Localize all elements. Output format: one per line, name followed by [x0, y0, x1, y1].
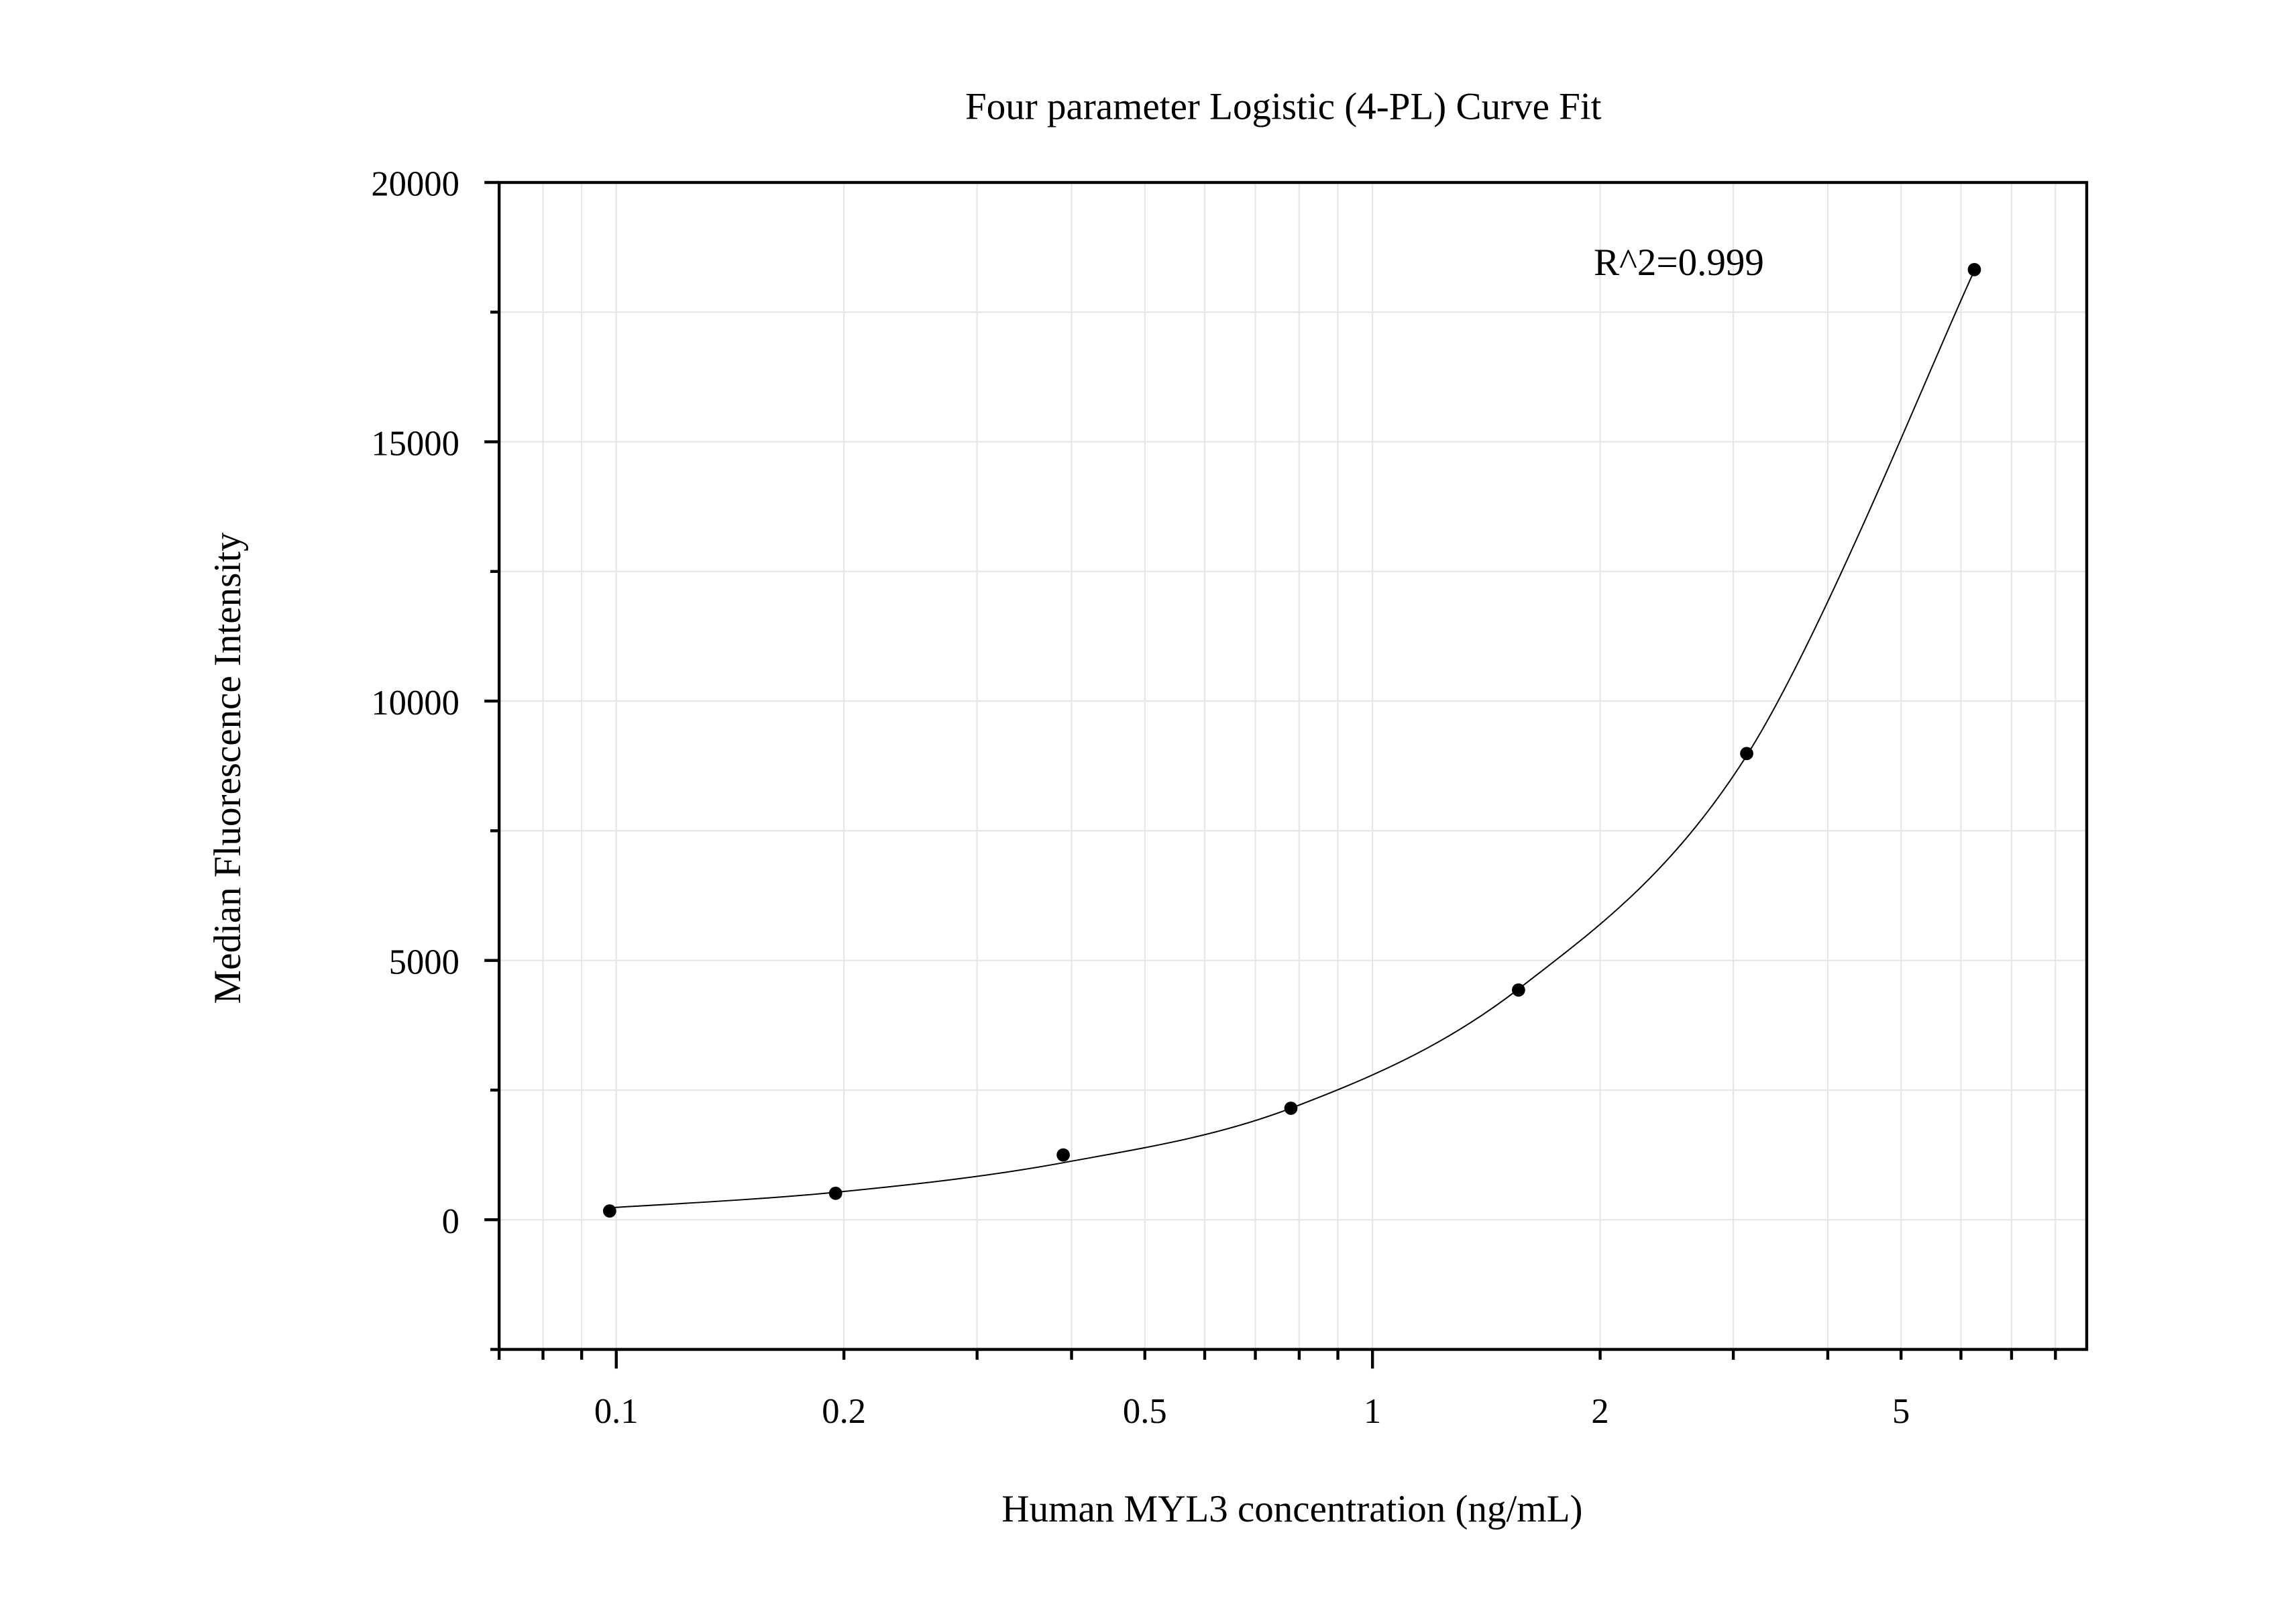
- fit-curve: [609, 270, 1975, 1209]
- chart-title: Four parameter Logistic (4-PL) Curve Fit: [965, 86, 1602, 128]
- data-point: [828, 1186, 842, 1200]
- data-point: [1740, 747, 1753, 761]
- x-tick-label: 5: [1892, 1392, 1910, 1431]
- data-point: [1512, 983, 1525, 997]
- y-axis-label: Median Fluorescence Intensity: [207, 532, 249, 1004]
- x-axis: 0.1 0.2 0.5 1 2 5: [497, 1349, 2057, 1431]
- data-points: [603, 263, 1981, 1218]
- y-tick-label: 20000: [371, 165, 459, 204]
- data-point: [603, 1204, 616, 1218]
- data-point: [1967, 263, 1981, 276]
- r-squared-annotation: R^2=0.999: [1594, 242, 1764, 284]
- y-tick-label: 10000: [371, 684, 459, 723]
- grid: [498, 181, 2087, 1350]
- x-tick-label: 1: [1364, 1392, 1381, 1431]
- data-point: [1284, 1102, 1298, 1115]
- x-tick-label: 0.5: [1123, 1392, 1167, 1431]
- y-axis: 0 5000 10000 15000 20000: [371, 165, 500, 1351]
- x-axis-label: Human MYL3 concentration (ng/mL): [1001, 1488, 1582, 1530]
- x-tick-label: 0.2: [822, 1392, 866, 1431]
- plot-frame: [497, 180, 2089, 1351]
- x-tick-label: 0.1: [594, 1392, 639, 1431]
- y-tick-label: 5000: [389, 943, 459, 981]
- data-point: [1056, 1148, 1071, 1162]
- y-tick-label: 0: [442, 1202, 459, 1241]
- y-tick-label: 15000: [371, 424, 459, 463]
- x-tick-label: 2: [1591, 1392, 1608, 1431]
